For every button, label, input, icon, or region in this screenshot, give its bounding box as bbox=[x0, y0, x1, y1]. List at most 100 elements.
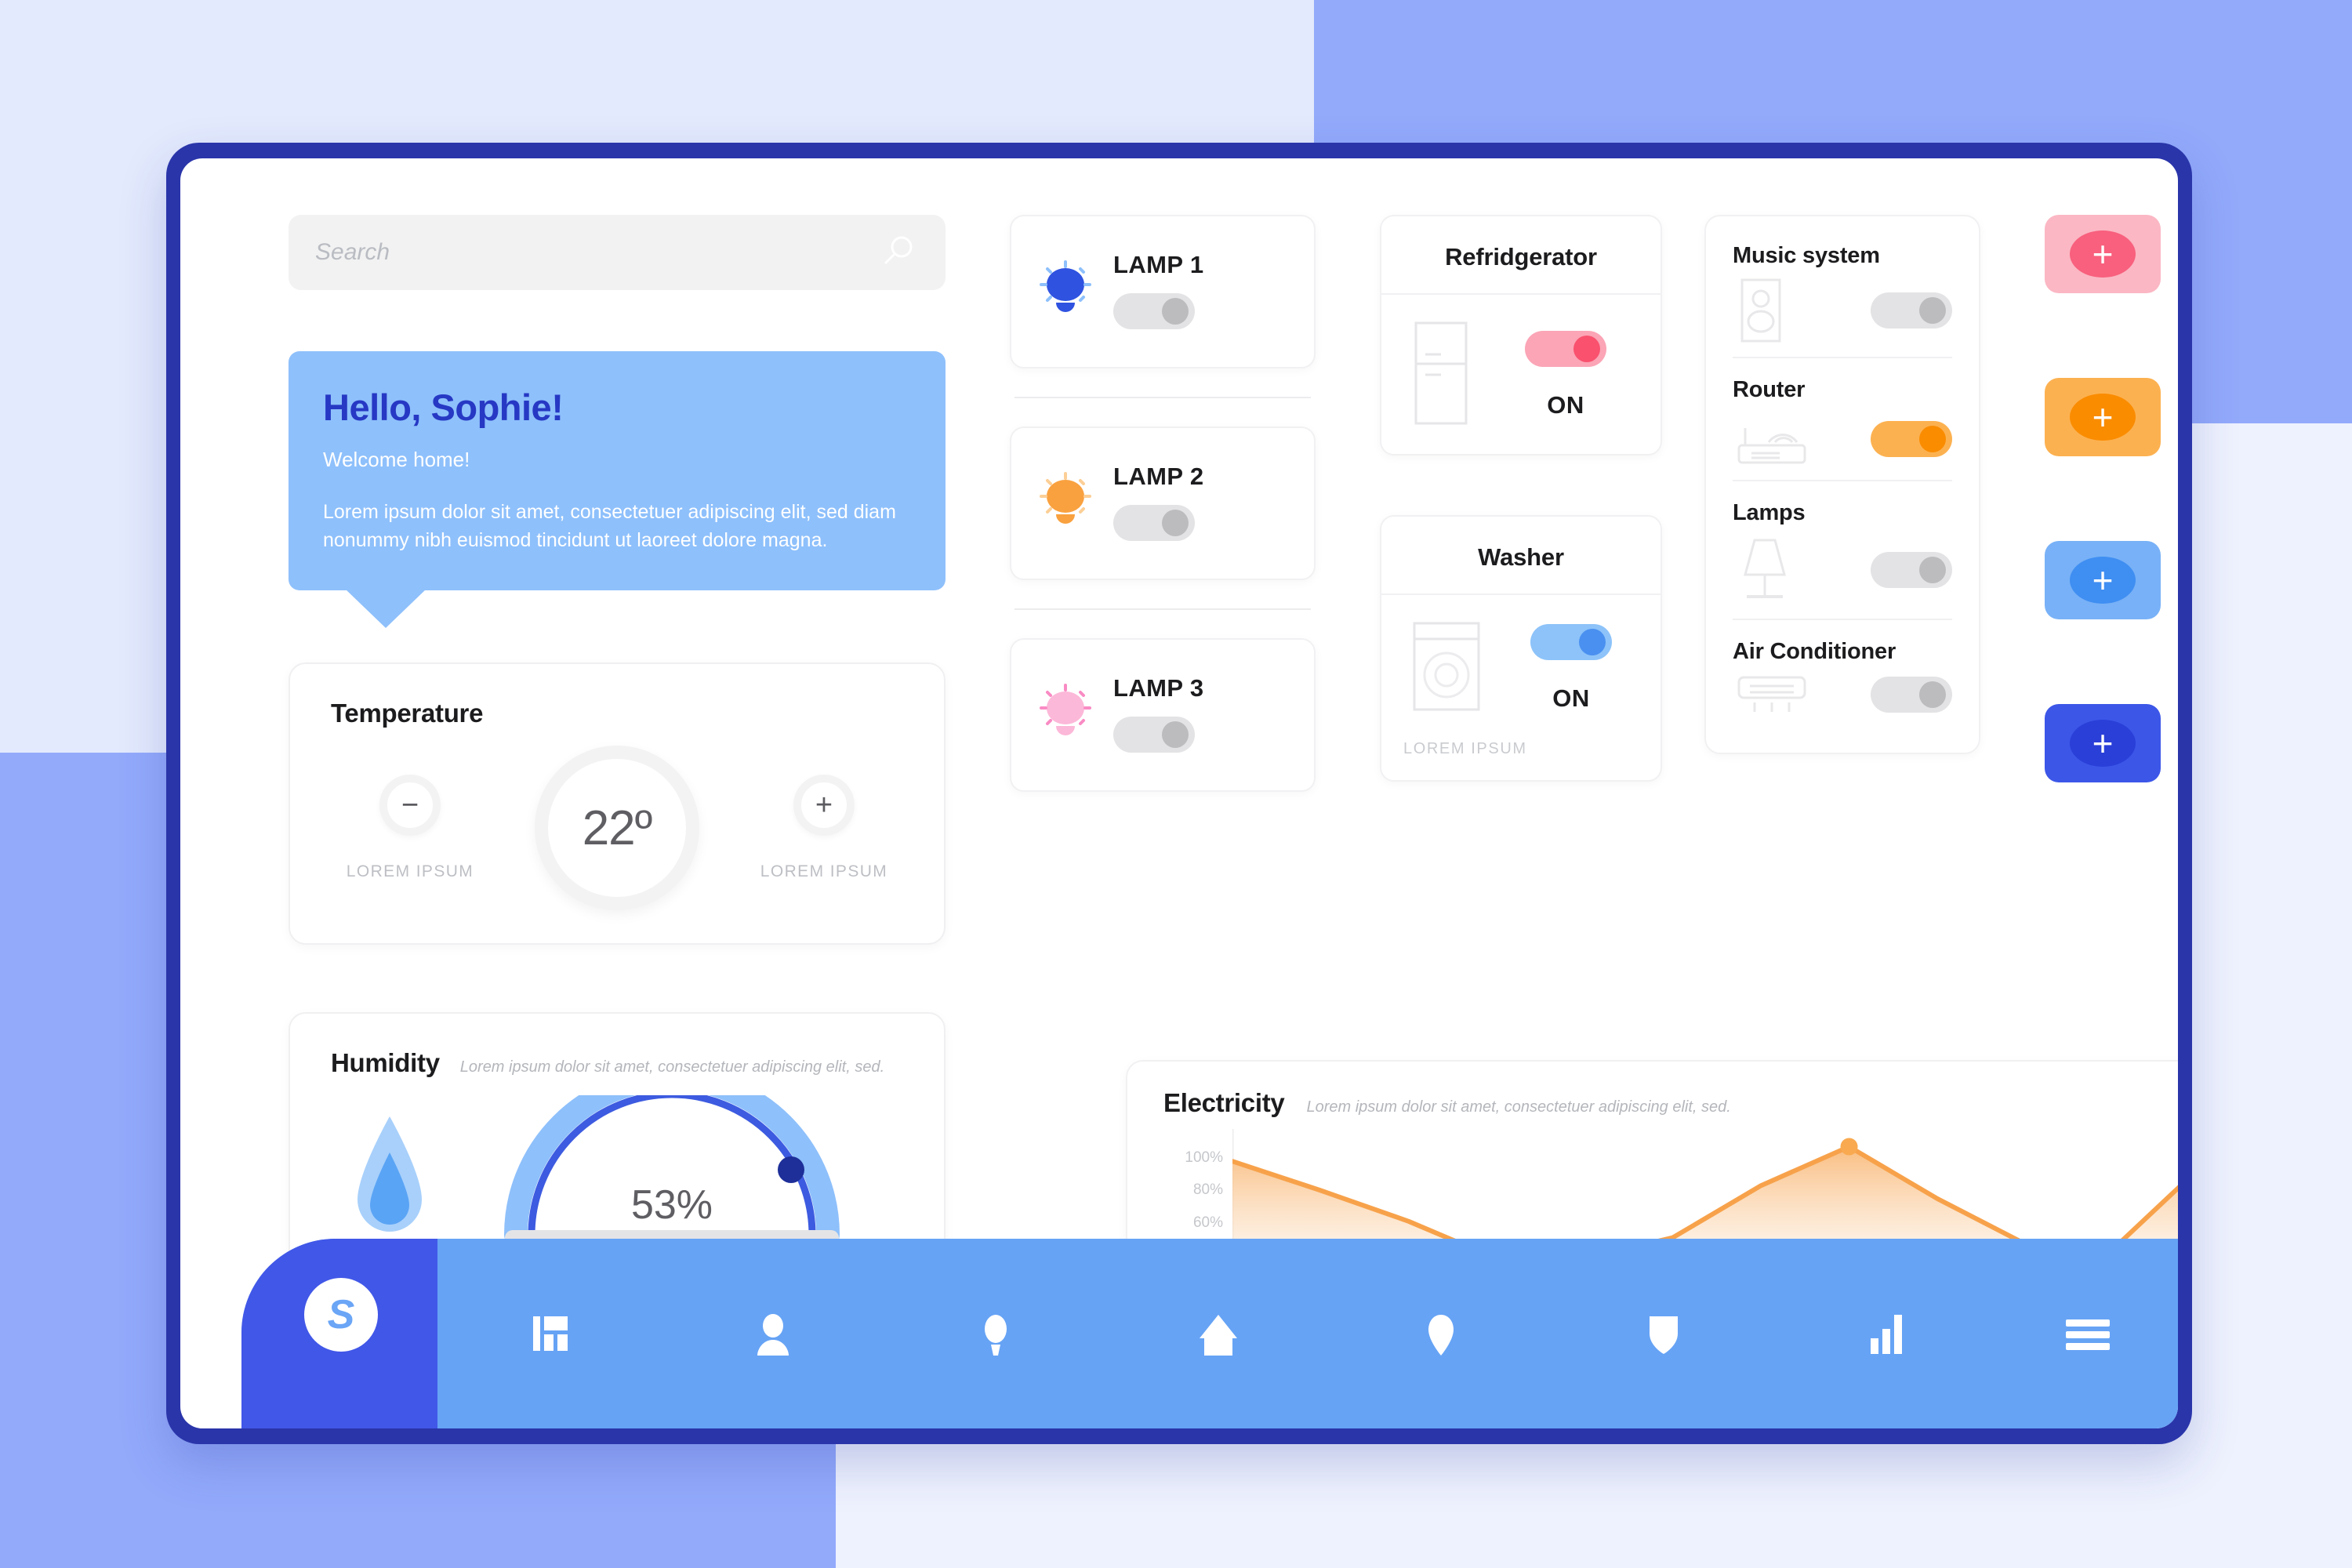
greeting-body: Lorem ipsum dolor sit amet, consectetuer… bbox=[323, 501, 896, 551]
temperature-dial[interactable]: 22º bbox=[535, 746, 699, 910]
add-device-indigo-button[interactable]: + bbox=[2045, 704, 2161, 782]
left-column: Hello, Sophie! Welcome home! Lorem ipsum… bbox=[289, 215, 946, 1288]
washer-toggle[interactable] bbox=[1530, 624, 1612, 660]
greeting-title: Hello, Sophie! bbox=[323, 387, 564, 428]
user-icon bbox=[757, 1314, 789, 1356]
lamp-info: LAMP 2 bbox=[1113, 463, 1290, 545]
toggle-knob bbox=[1919, 557, 1946, 583]
search-icon[interactable] bbox=[877, 231, 919, 274]
toggle-knob bbox=[1919, 681, 1946, 708]
temperature-decrease-group: − LOREM IPSUM bbox=[336, 775, 485, 881]
lamps-toggle[interactable] bbox=[1871, 552, 1952, 588]
appliance-right: ON bbox=[1493, 331, 1639, 419]
device-row-router[interactable]: Router bbox=[1733, 357, 1952, 480]
greeting-subtitle: Welcome home! bbox=[323, 448, 470, 471]
water-drop-icon bbox=[347, 1112, 433, 1249]
speech-bubble-tail bbox=[345, 589, 426, 628]
search-bar[interactable] bbox=[289, 215, 946, 290]
device-row-air-conditioner[interactable]: Air Conditioner bbox=[1733, 619, 1952, 729]
refrigerator-card[interactable]: Refridgerator ON bbox=[1380, 215, 1662, 456]
dashboard-icon bbox=[533, 1316, 568, 1351]
app-logo[interactable]: S bbox=[304, 1278, 378, 1352]
lamp-card[interactable]: LAMP 2 bbox=[1010, 426, 1316, 580]
device-name: Router bbox=[1733, 377, 1806, 402]
appliance-title: Washer bbox=[1381, 517, 1661, 595]
humidity-gauge[interactable]: 53% bbox=[488, 1095, 856, 1249]
device-name: Air Conditioner bbox=[1733, 639, 1896, 664]
device-row-lamps[interactable]: Lamps bbox=[1733, 480, 1952, 619]
lamp-toggle[interactable] bbox=[1113, 504, 1195, 541]
light-bulb-icon bbox=[1035, 258, 1096, 326]
washing-machine-icon bbox=[1403, 619, 1490, 718]
light-bulb-icon bbox=[985, 1315, 1007, 1356]
temperature-decrease-button[interactable]: − bbox=[379, 775, 441, 836]
chart-y-tick-label: 60% bbox=[1192, 1214, 1223, 1231]
toggle-knob bbox=[1162, 509, 1189, 536]
add-device-orange-button[interactable]: + bbox=[2045, 378, 2161, 456]
table-lamp-icon bbox=[1733, 534, 1819, 606]
appliance-state: ON bbox=[1547, 391, 1584, 419]
location-pin-icon bbox=[1428, 1315, 1454, 1356]
refrigerator-toggle[interactable] bbox=[1525, 331, 1606, 367]
chart-y-tick-label: 80% bbox=[1192, 1181, 1223, 1199]
nav-item-profile[interactable] bbox=[662, 1308, 884, 1359]
shield-icon bbox=[1650, 1316, 1678, 1354]
lamp-name: LAMP 2 bbox=[1113, 462, 1204, 490]
device-row-music-system[interactable]: Music system bbox=[1733, 243, 1952, 357]
toggle-knob bbox=[1919, 297, 1946, 324]
device-column: Music system Router bbox=[1704, 215, 1980, 754]
home-icon bbox=[1200, 1315, 1237, 1356]
lamp-divider bbox=[1014, 397, 1311, 398]
bottom-navigation-bar: S bbox=[180, 1239, 2178, 1428]
temperature-controls: − LOREM IPSUM 22º + LOREM IPSUM bbox=[331, 746, 903, 910]
toggle-knob bbox=[1162, 297, 1189, 325]
device-name: Music system bbox=[1733, 243, 1880, 268]
toggle-knob bbox=[1162, 720, 1189, 748]
temperature-left-caption: LOREM IPSUM bbox=[346, 862, 474, 880]
appliance-state: ON bbox=[1552, 684, 1590, 712]
air-conditioner-toggle[interactable] bbox=[1871, 677, 1952, 713]
device-name: Lamps bbox=[1733, 500, 1806, 525]
lamp-toggle[interactable] bbox=[1113, 292, 1195, 329]
toggle-knob bbox=[1579, 629, 1606, 655]
music-system-toggle[interactable] bbox=[1871, 292, 1952, 328]
temperature-increase-group: + LOREM IPSUM bbox=[750, 775, 898, 881]
humidity-title: Humidity bbox=[331, 1048, 440, 1077]
add-device-pink-button[interactable]: + bbox=[2045, 215, 2161, 293]
chart-subtitle: Lorem ipsum dolor sit amet, consectetuer… bbox=[1306, 1098, 1731, 1116]
appliance-body: ON bbox=[1381, 295, 1661, 454]
add-device-blue-button[interactable]: + bbox=[2045, 541, 2161, 619]
nav-item-dashboard[interactable] bbox=[439, 1308, 662, 1359]
appliance-title: Refridgerator bbox=[1381, 216, 1661, 295]
lamps-column: LAMP 1 bbox=[1010, 215, 1316, 792]
tablet-frame: Hello, Sophie! Welcome home! Lorem ipsum… bbox=[166, 143, 2192, 1444]
nav-item-lighting[interactable] bbox=[884, 1308, 1107, 1359]
lamp-card[interactable]: LAMP 1 bbox=[1010, 215, 1316, 368]
hamburger-menu-icon bbox=[2066, 1319, 2110, 1350]
humidity-body: 53% bbox=[331, 1095, 903, 1249]
humidity-value: 53% bbox=[630, 1182, 713, 1228]
light-bulb-icon bbox=[1035, 681, 1096, 750]
appliance-body: ON bbox=[1381, 595, 1661, 740]
chart-y-tick-label: 100% bbox=[1185, 1149, 1223, 1167]
plus-icon: + bbox=[2070, 230, 2136, 278]
lamp-toggle[interactable] bbox=[1113, 716, 1195, 753]
nav-item-home[interactable] bbox=[1107, 1308, 1330, 1359]
temperature-right-caption: LOREM IPSUM bbox=[760, 862, 888, 880]
washer-card[interactable]: Washer ON bbox=[1380, 515, 1662, 782]
appliance-column: Refridgerator ON bbox=[1380, 215, 1662, 782]
temperature-increase-button[interactable]: + bbox=[793, 775, 855, 836]
search-input[interactable] bbox=[315, 239, 877, 266]
greeting-card: Hello, Sophie! Welcome home! Lorem ipsum… bbox=[289, 351, 946, 628]
router-toggle[interactable] bbox=[1871, 421, 1952, 457]
nav-item-statistics[interactable] bbox=[1775, 1308, 1998, 1359]
nav-item-menu[interactable] bbox=[1998, 1308, 2178, 1359]
chart-highlight-point[interactable] bbox=[1840, 1138, 1858, 1156]
lamp-name: LAMP 1 bbox=[1113, 250, 1204, 278]
lamp-card[interactable]: LAMP 3 bbox=[1010, 638, 1316, 792]
nav-item-security[interactable] bbox=[1552, 1308, 1775, 1359]
plus-icon: + bbox=[2070, 720, 2136, 767]
nav-item-location[interactable] bbox=[1330, 1308, 1552, 1359]
appliance-caption: LOREM IPSUM bbox=[1403, 740, 1527, 757]
lamp-divider bbox=[1014, 608, 1311, 610]
